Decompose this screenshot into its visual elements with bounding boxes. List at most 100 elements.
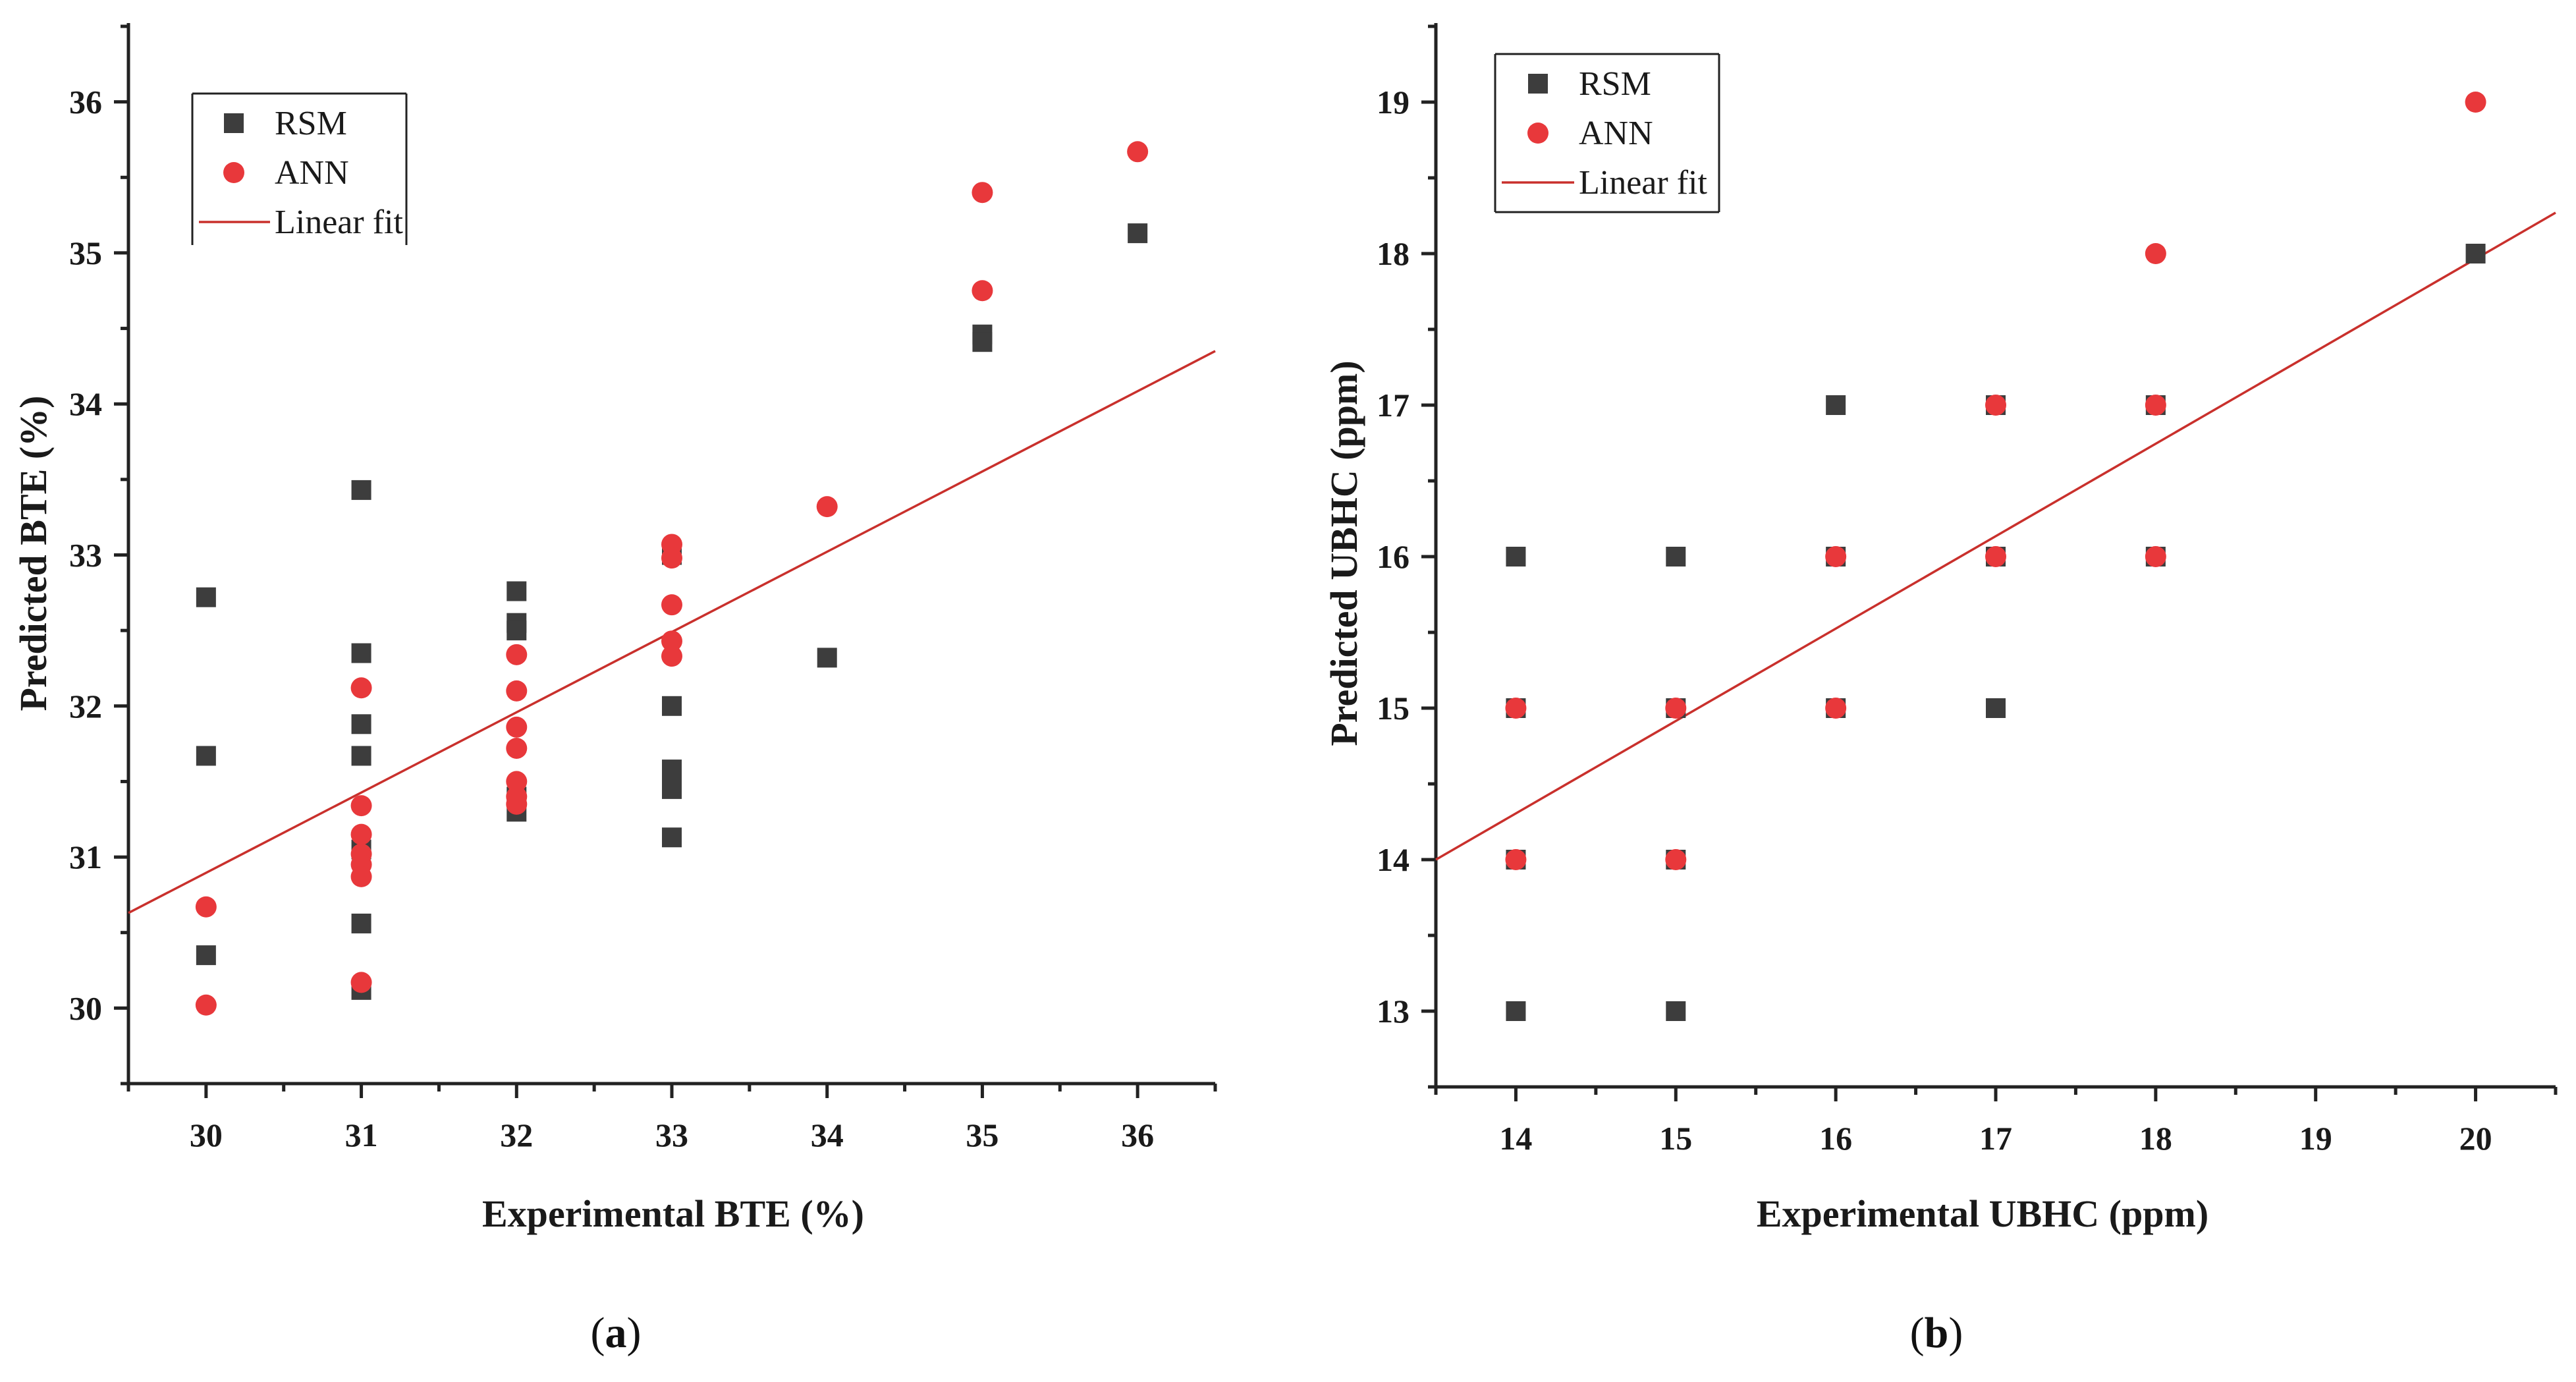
x-axis-title: Experimental BTE (%): [482, 1192, 864, 1235]
ann-point: [2145, 546, 2166, 567]
rsm-point: [351, 913, 371, 933]
rsm-point: [351, 480, 371, 500]
x-tick-label: 20: [2459, 1120, 2492, 1157]
ann-point: [1127, 141, 1149, 163]
y-tick-label: 17: [1377, 387, 1410, 424]
ann-point: [506, 644, 528, 665]
ann-point: [1665, 849, 1687, 870]
legend-label: RSM: [1579, 65, 1651, 103]
rsm-point: [1986, 698, 2006, 718]
y-tick-label: 18: [1377, 235, 1410, 272]
y-tick-label: 34: [69, 385, 102, 422]
rsm-point: [196, 746, 216, 766]
legend: RSM ANN Linear fit: [1494, 53, 1720, 213]
ann-point: [1985, 546, 2006, 567]
rsm-point: [1666, 1001, 1686, 1021]
y-tick-label: 32: [69, 688, 102, 725]
ann-point: [2145, 243, 2166, 264]
ann-point: [816, 496, 838, 518]
ann-point: [661, 547, 682, 569]
y-tick-label: 36: [69, 84, 102, 121]
ann-point: [350, 677, 372, 699]
rsm-point: [196, 587, 216, 607]
y-tick-label: 31: [69, 839, 102, 875]
chart-panel-a: Experimental BTE (%) Predicted BTE (%) (…: [12, 23, 1217, 1357]
legend-label: Linear fit: [1579, 164, 1707, 202]
ann-point: [350, 866, 372, 887]
rsm-point: [1666, 547, 1686, 567]
y-tick-label: 19: [1377, 84, 1410, 121]
rsm-point: [351, 746, 371, 766]
ann-point: [506, 716, 528, 738]
y-tick-label: 35: [69, 235, 102, 271]
ann-point: [661, 646, 682, 667]
legend: RSM ANN Linear fit: [191, 92, 408, 245]
rsm-point: [351, 714, 371, 734]
y-tick-label: 33: [69, 537, 102, 574]
rsm-point: [1506, 1001, 1526, 1021]
x-tick-label: 18: [2139, 1120, 2172, 1157]
y-axis-title: Predicted UBHC (ppm): [1323, 360, 1365, 746]
x-tick-label: 30: [190, 1117, 223, 1153]
legend-rsm-marker: [1528, 74, 1548, 94]
rsm-point: [972, 332, 993, 352]
legend-label: ANN: [1579, 115, 1653, 152]
x-tick-label: 34: [811, 1117, 844, 1153]
ann-point: [195, 896, 217, 918]
legend-ann-marker: [1527, 123, 1548, 144]
rsm-point: [507, 621, 527, 641]
legend-ann-marker: [223, 162, 244, 183]
rsm-point: [2465, 244, 2486, 263]
ann-point: [1825, 546, 1847, 567]
rsm-point: [1826, 395, 1846, 415]
ann-point: [195, 994, 217, 1016]
rsm-point: [662, 779, 682, 799]
rsm-point: [1506, 547, 1526, 567]
rsm-point: [196, 945, 216, 966]
y-axis-title: Predicted BTE (%): [12, 396, 55, 711]
ann-point: [2145, 395, 2166, 416]
x-tick-label: 16: [1819, 1120, 1852, 1157]
x-tick-label: 35: [966, 1117, 999, 1153]
ann-point: [1985, 395, 2006, 416]
rsm-point: [507, 581, 527, 601]
y-tick-label: 13: [1377, 993, 1410, 1030]
rsm-point: [351, 643, 371, 663]
y-tick-label: 15: [1377, 690, 1410, 727]
x-tick-label: 32: [500, 1117, 533, 1153]
legend-label: ANN: [275, 154, 349, 192]
rsm-point: [662, 827, 682, 848]
rsm-point: [1128, 223, 1148, 244]
linear-fit-line: [1435, 211, 2556, 861]
ann-point: [1505, 849, 1527, 870]
panel-label-a-letter: a: [605, 1309, 627, 1357]
panel-label-b-letter: b: [1925, 1309, 1949, 1357]
panel-label-a: (a): [591, 1309, 642, 1357]
y-tick-label: 14: [1377, 841, 1410, 878]
ann-point: [1825, 698, 1847, 719]
ann-point: [661, 630, 682, 652]
x-tick-label: 17: [1979, 1120, 2012, 1157]
ann-point: [506, 737, 528, 759]
legend-label: RSM: [275, 105, 347, 142]
ann-point: [350, 795, 372, 817]
ann-point: [506, 793, 528, 815]
ann-point: [972, 182, 993, 204]
ann-point: [506, 680, 528, 702]
chart-panel-b: Experimental UBHC (ppm) Predicted UBHC (…: [1323, 23, 2558, 1357]
rsm-point: [817, 648, 837, 668]
legend-label: Linear fit: [275, 204, 403, 241]
x-tick-label: 36: [1121, 1117, 1154, 1153]
ann-point: [972, 280, 993, 302]
ann-point: [1665, 698, 1687, 719]
x-tick-label: 14: [1499, 1120, 1532, 1157]
ann-point: [661, 594, 682, 616]
y-tick-label: 30: [69, 989, 102, 1026]
rsm-point: [662, 760, 682, 780]
ann-point: [350, 972, 372, 993]
y-tick-label: 16: [1377, 538, 1410, 575]
ann-point: [1505, 698, 1527, 719]
x-tick-label: 19: [2299, 1120, 2332, 1157]
ann-point: [350, 823, 372, 845]
